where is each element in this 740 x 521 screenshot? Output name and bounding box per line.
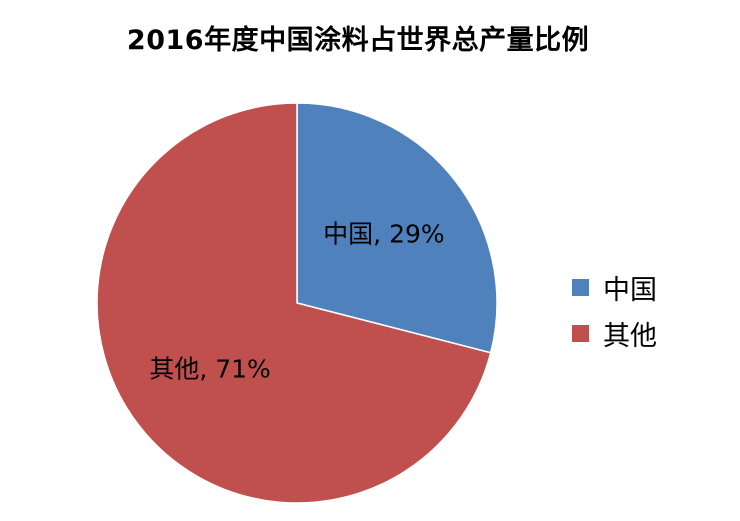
legend-label-other: 其他 [603, 320, 657, 352]
legend: 中国 其他 [572, 264, 657, 356]
pie-data-labels: 中国, 29% 其他, 71% [149, 220, 444, 384]
pie-slice-other [96, 102, 492, 504]
data-label-china: 中国, 29% [323, 220, 444, 249]
legend-item-china: 中国 [572, 264, 657, 310]
pie-slice-china [296, 102, 498, 354]
legend-swatch-china [572, 278, 589, 296]
legend-label-china: 中国 [603, 274, 657, 306]
pie-slices [96, 102, 498, 504]
data-label-other: 其他, 71% [149, 354, 270, 383]
chart-title: 2016年度中国涂料占世界总产量比例 [126, 25, 590, 56]
legend-swatch-other [572, 324, 589, 342]
legend-item-other: 其他 [572, 310, 657, 356]
